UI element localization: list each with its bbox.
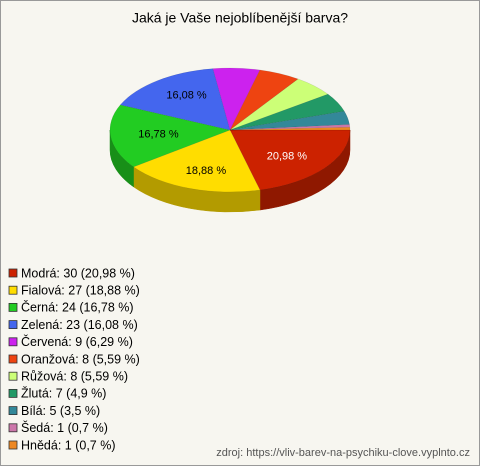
legend-swatch	[8, 268, 18, 278]
legend-swatch	[8, 371, 18, 381]
slice	[229, 110, 350, 131]
slice	[229, 69, 299, 131]
value-label: 18,88 %	[186, 165, 227, 177]
slice	[119, 68, 231, 131]
legend-swatch	[8, 302, 18, 312]
slice	[229, 129, 351, 191]
legend-label: Červená: 9 (6,29 %)	[21, 334, 133, 349]
legend-label: Žlutá: 7 (4,9 %)	[21, 386, 106, 401]
value-label: 16,78 %	[138, 129, 179, 141]
legend-swatch	[8, 423, 18, 433]
legend-swatch	[8, 354, 18, 364]
legend-swatch	[8, 440, 18, 450]
slice	[229, 93, 345, 131]
legend-label: Hnědá: 1 (0,7 %)	[21, 438, 116, 452]
value-label: 20,98 %	[267, 150, 308, 162]
slice	[229, 78, 329, 131]
value-label: 16,08 %	[166, 89, 207, 101]
chart-title: Jaká je Vaše nejoblíbenější barva?	[132, 10, 348, 26]
source: zdroj: https://vliv-barev-na-psychiku-cl…	[216, 447, 470, 459]
slice	[212, 67, 261, 131]
legend-label: Bílá: 5 (3,5 %)	[21, 404, 100, 418]
slice	[132, 129, 261, 193]
legend-label: Oranžová: 8 (5,59 %)	[21, 352, 140, 366]
legend-swatch	[8, 337, 18, 347]
legend-label: Černá: 24 (16,78 %)	[21, 300, 134, 315]
slice	[229, 127, 351, 131]
legend-label: Modrá: 30 (20,98 %)	[21, 266, 135, 280]
legend-swatch	[8, 388, 18, 398]
legend-label: Zelená: 23 (16,08 %)	[21, 318, 138, 332]
slice	[229, 124, 351, 131]
legend-label: Šedá: 1 (0,7 %)	[21, 420, 108, 435]
legend-swatch	[8, 285, 18, 295]
legend-swatch	[8, 406, 18, 416]
legend-swatch	[8, 320, 18, 330]
slice	[109, 104, 231, 168]
legend-label: Růžová: 8 (5,59 %)	[21, 369, 128, 383]
legend-label: Fialová: 27 (18,88 %)	[21, 283, 140, 297]
